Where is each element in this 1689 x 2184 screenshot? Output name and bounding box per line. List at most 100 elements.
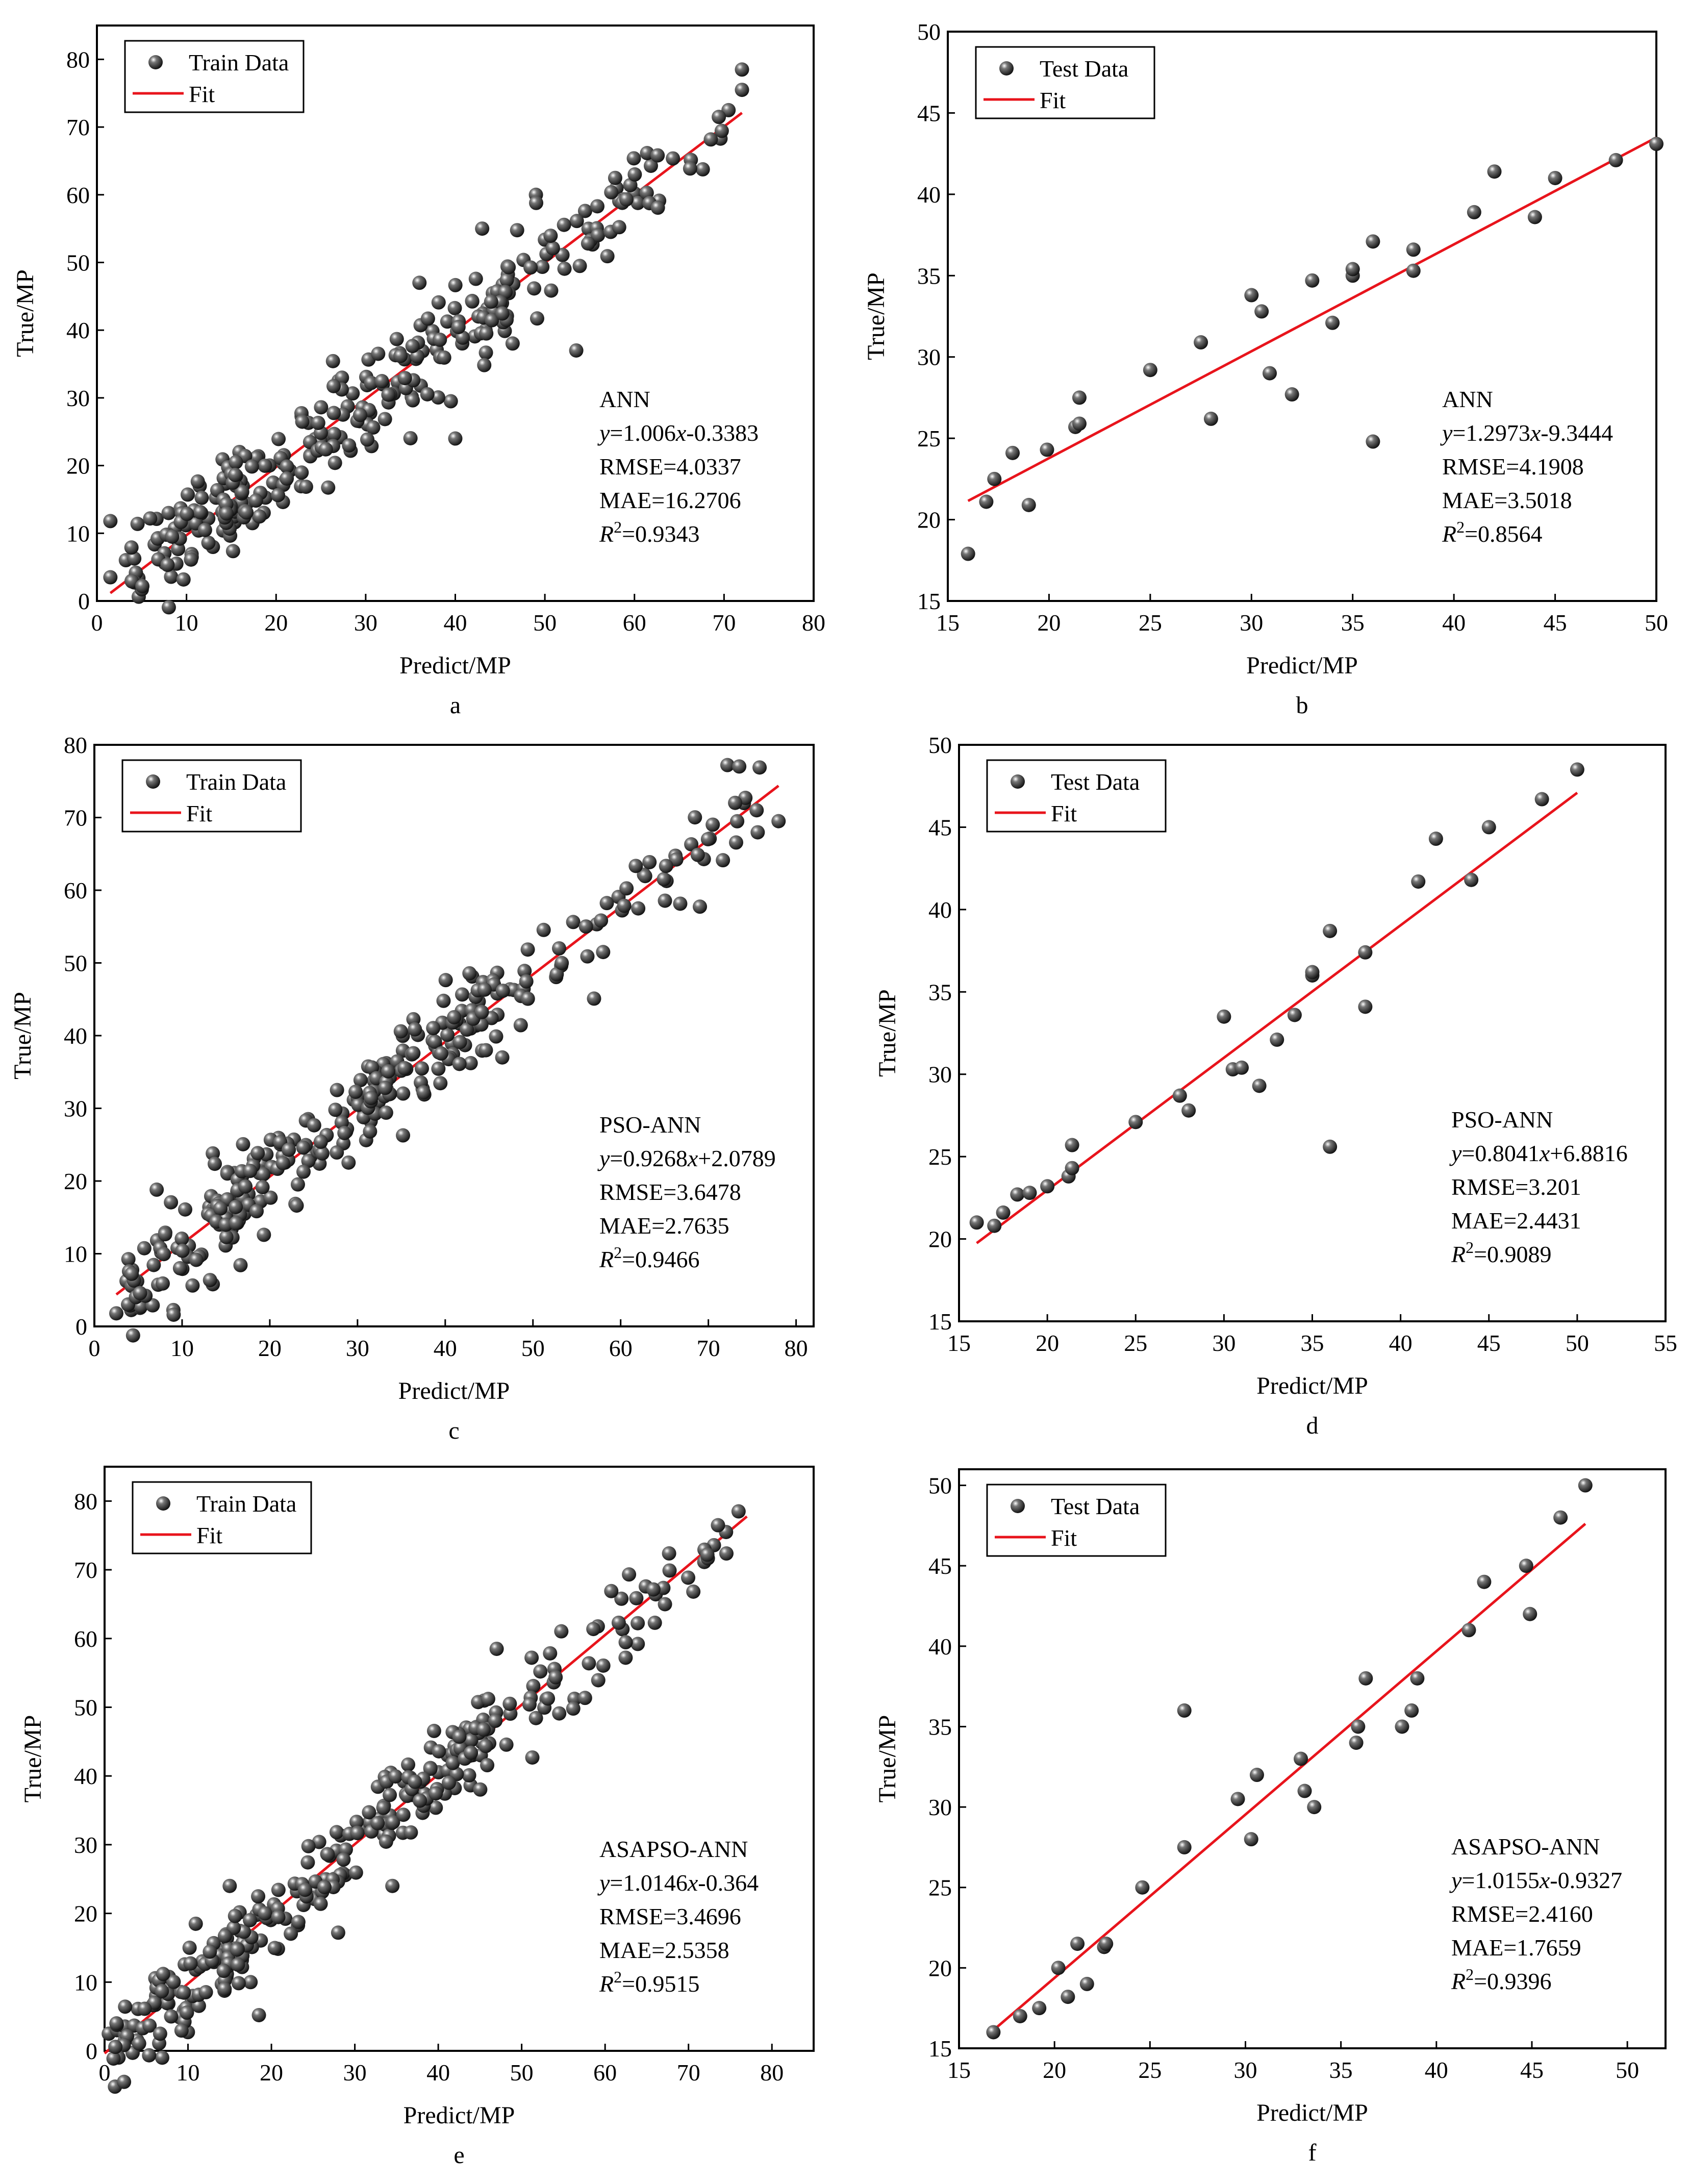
data-point [714, 123, 729, 138]
annotation-mae: MAE=2.7635 [599, 1213, 729, 1239]
y-tick-label: 20 [64, 1168, 87, 1194]
x-tick-label: 40 [1442, 610, 1466, 636]
y-axis-label: True/MP [19, 1715, 46, 1803]
data-point [1464, 872, 1479, 887]
data-point [619, 192, 634, 207]
data-point [337, 1125, 352, 1140]
data-point [174, 1232, 189, 1246]
data-point [495, 984, 510, 998]
data-point [484, 294, 498, 309]
chart-panel-b: 15 20 25 30 35 40 45 50 15 20 25 30 35 40 45 50 Predict/… [863, 19, 1668, 719]
annotation-mae: MAE=3.5018 [1442, 487, 1572, 513]
data-point [1305, 273, 1320, 288]
y-tick-label: 50 [66, 249, 90, 275]
data-point [596, 1658, 611, 1673]
data-point [257, 1227, 271, 1242]
data-point [692, 899, 707, 914]
data-point [599, 896, 614, 911]
data-point [313, 1135, 328, 1149]
data-point [149, 1182, 164, 1197]
data-point [235, 485, 249, 499]
data-point [117, 2074, 132, 2089]
data-point [448, 278, 463, 292]
y-tick-label: 80 [66, 46, 90, 72]
legend-line-label: Fit [189, 81, 215, 107]
data-point [695, 162, 710, 177]
x-tick-label: 60 [593, 2060, 617, 2086]
data-point [619, 881, 634, 896]
legend-marker-icon [146, 774, 160, 789]
data-point [1481, 820, 1496, 835]
data-point [1358, 945, 1373, 960]
data-point [557, 217, 571, 232]
data-point [987, 471, 1002, 486]
data-point [440, 1027, 455, 1042]
y-tick-label: 45 [928, 814, 952, 840]
data-point [604, 1584, 619, 1598]
data-point [720, 758, 735, 772]
panel-label: c [448, 1417, 459, 1444]
data-point [666, 151, 680, 166]
annotation-r2: R2=0.9089 [1451, 1238, 1552, 1267]
annotation-mae: MAE=16.2706 [599, 487, 741, 513]
data-point [275, 1156, 290, 1170]
data-point [1519, 1559, 1533, 1573]
x-tick-label: 50 [1616, 2057, 1639, 2083]
data-point [475, 221, 490, 236]
data-point [349, 1815, 364, 1829]
data-point [495, 1050, 510, 1065]
x-tick-label: 30 [1240, 610, 1263, 636]
data-point [255, 1180, 270, 1195]
data-point [631, 901, 646, 916]
data-point [350, 1826, 365, 1841]
data-point [658, 893, 672, 908]
data-point [662, 1563, 677, 1578]
data-point [250, 1146, 265, 1161]
legend-marker-icon [999, 61, 1014, 76]
data-point [520, 942, 535, 957]
data-point [284, 1926, 298, 1941]
data-point [342, 438, 357, 453]
data-point [406, 393, 420, 408]
data-point [1297, 1784, 1312, 1798]
annotation-r2: R2=0.9396 [1451, 1965, 1552, 1994]
data-point [1325, 315, 1340, 330]
data-point [650, 200, 665, 215]
data-point [1395, 1719, 1409, 1734]
x-tick-label: 70 [677, 2060, 700, 2086]
plot-frame [947, 31, 1657, 602]
data-point [608, 170, 622, 185]
data-point [180, 507, 194, 521]
data-point [711, 1518, 725, 1533]
data-point [143, 511, 158, 526]
data-point [230, 1942, 244, 1957]
annotation-mae: MAE=2.4431 [1451, 1208, 1581, 1234]
data-point [243, 1913, 258, 1927]
y-tick-label: 35 [917, 263, 941, 289]
legend-points-label: Test Data [1040, 56, 1128, 82]
data-point [464, 1745, 478, 1760]
data-point [413, 1793, 427, 1808]
data-point [366, 420, 381, 435]
data-point [155, 1276, 170, 1291]
data-point [643, 158, 658, 173]
x-tick-label: 10 [170, 1335, 194, 1361]
data-point [485, 313, 499, 328]
y-axis-label: True/MP [874, 1715, 901, 1803]
legend-points-label: Train Data [196, 1491, 296, 1517]
legend-box [986, 759, 1167, 833]
x-tick-label: 20 [260, 2060, 283, 2086]
data-point [1065, 1138, 1079, 1152]
data-point [1177, 1703, 1192, 1718]
data-point [222, 1878, 237, 1893]
y-tick-label: 70 [74, 1557, 97, 1583]
legend-points-label: Test Data [1051, 1493, 1140, 1519]
data-point [969, 1215, 984, 1230]
data-point [465, 294, 480, 309]
y-tick-label: 15 [917, 588, 941, 614]
data-point [477, 982, 492, 997]
data-point [201, 535, 216, 550]
data-point [133, 1286, 147, 1300]
data-point [220, 1166, 235, 1181]
data-point [629, 1591, 644, 1605]
